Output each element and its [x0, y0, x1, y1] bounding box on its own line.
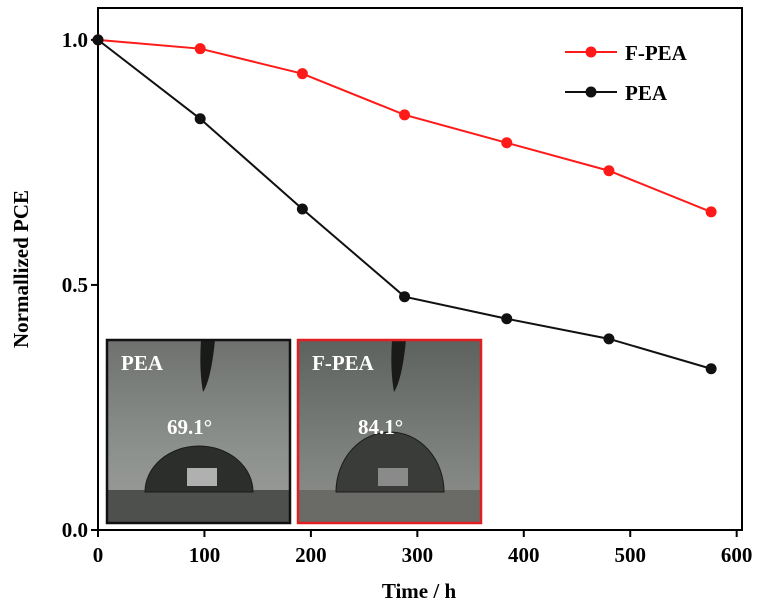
data-point — [296, 203, 308, 215]
inset-substrate — [298, 490, 481, 523]
inset-label: F-PEA — [312, 351, 375, 375]
x-tick-label: 100 — [189, 543, 221, 567]
data-point — [194, 113, 206, 125]
data-point — [501, 313, 513, 325]
droplet-highlight — [187, 468, 217, 486]
data-point — [705, 363, 717, 375]
x-tick-label: 400 — [508, 543, 540, 567]
y-tick-label: 0.5 — [62, 273, 88, 297]
series-line — [97, 39, 712, 370]
data-point — [501, 137, 513, 149]
contact-angle: 69.1° — [167, 415, 212, 439]
data-point — [603, 165, 615, 177]
series-line — [97, 38, 712, 213]
y-tick-label: 1.0 — [62, 28, 88, 52]
inset-substrate — [107, 490, 290, 523]
data-point — [705, 206, 717, 218]
x-axis-title: Time / h — [382, 579, 457, 603]
y-axis-title: Normallized PCE — [9, 190, 33, 348]
legend-label: F-PEA — [625, 41, 688, 65]
droplet — [335, 431, 445, 493]
legend-marker — [585, 86, 597, 98]
droplet-highlight — [378, 468, 408, 486]
contact-angle: 84.1° — [358, 415, 403, 439]
data-point — [92, 34, 104, 46]
inset-label: PEA — [121, 351, 164, 375]
x-tick-label: 0 — [93, 543, 104, 567]
x-tick-label: 500 — [614, 543, 646, 567]
x-tick-label: 300 — [402, 543, 434, 567]
inset-border — [296, 338, 483, 525]
data-point — [194, 43, 206, 55]
x-tick-label: 600 — [721, 543, 753, 567]
data-point — [603, 333, 615, 345]
needle — [200, 340, 215, 392]
plot-frame — [97, 7, 743, 531]
needle — [391, 340, 406, 392]
inset-border — [105, 338, 292, 525]
legend-label: PEA — [625, 81, 668, 105]
data-point — [399, 109, 411, 121]
legend-marker — [585, 46, 597, 58]
x-tick-label: 200 — [295, 543, 327, 567]
data-point — [296, 68, 308, 80]
data-point — [399, 291, 411, 303]
y-tick-label: 0.0 — [62, 518, 88, 542]
